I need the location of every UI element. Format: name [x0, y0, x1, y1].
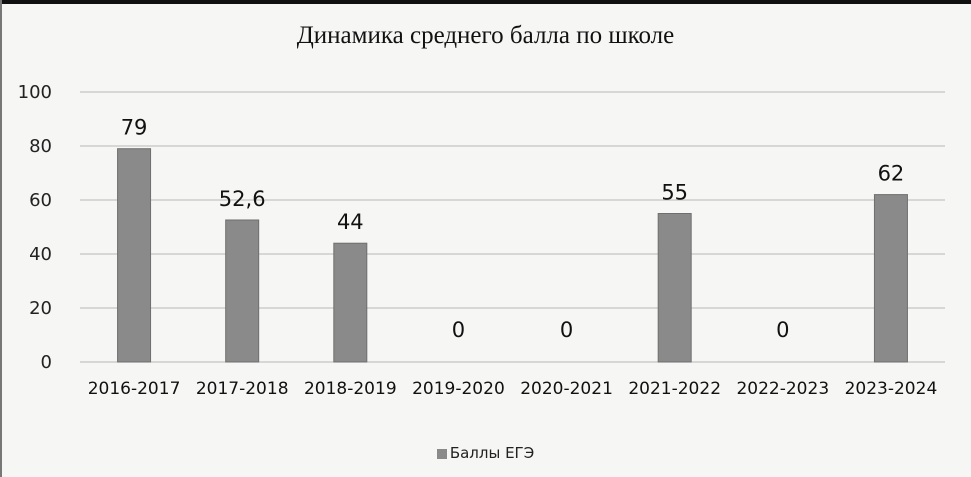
data-label-2016-2017: 79	[121, 116, 148, 140]
y-tick-label-100: 100	[18, 82, 52, 103]
legend-swatch	[436, 449, 447, 459]
data-label-2020-2021: 0	[560, 318, 573, 342]
page-left-border	[0, 0, 2, 477]
data-label-2017-2018: 52,6	[219, 187, 266, 211]
x-tick-label-2016-2017: 2016-2017	[88, 379, 181, 399]
y-tick-label-40: 40	[29, 244, 52, 265]
bar-2021-2022	[657, 213, 692, 363]
bar-2018-2019	[333, 242, 368, 363]
x-tick-label-2021-2022: 2021-2022	[628, 379, 721, 399]
x-tick-label-2023-2024: 2023-2024	[845, 379, 938, 399]
bar-2017-2018	[225, 219, 260, 363]
y-tick-label-20: 20	[29, 298, 52, 319]
legend-label: Баллы ЕГЭ	[449, 444, 535, 462]
bar-2016-2017	[117, 148, 152, 363]
x-tick-label-2018-2019: 2018-2019	[304, 379, 397, 399]
chart-title: Динамика среднего балла по школе	[296, 22, 675, 49]
data-label-2018-2019: 44	[337, 210, 364, 234]
y-tick-label-60: 60	[29, 190, 52, 211]
y-tick-label-80: 80	[29, 136, 52, 157]
page-top-border	[0, 0, 971, 4]
chart-legend: Баллы ЕГЭ	[0, 444, 971, 462]
x-tick-label-2022-2023: 2022-2023	[736, 379, 829, 399]
data-label-2022-2023: 0	[776, 318, 789, 342]
x-tick-label-2019-2020: 2019-2020	[412, 379, 505, 399]
data-label-2021-2022: 55	[661, 181, 688, 205]
y-tick-label-0: 0	[41, 352, 52, 373]
data-label-2019-2020: 0	[452, 318, 465, 342]
bar-2023-2024	[873, 194, 908, 363]
x-tick-label-2020-2021: 2020-2021	[520, 379, 613, 399]
data-label-2023-2024: 62	[878, 162, 905, 186]
x-tick-label-2017-2018: 2017-2018	[196, 379, 289, 399]
